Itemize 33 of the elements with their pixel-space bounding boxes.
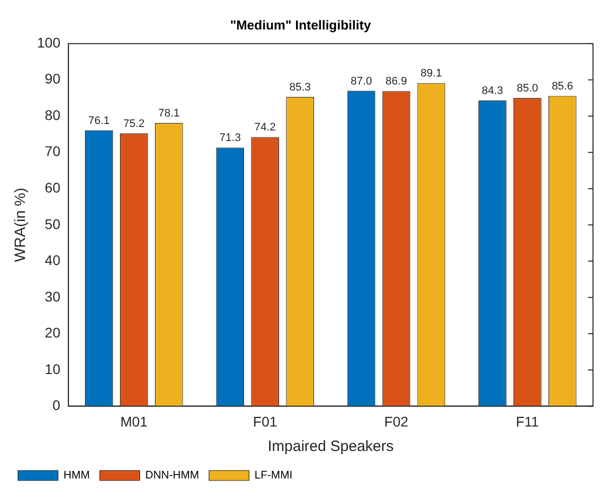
- data-label: 78.1: [158, 108, 180, 120]
- y-tick-label: 100: [37, 34, 61, 50]
- data-label: 76.1: [88, 114, 110, 127]
- y-tick-label: 50: [44, 216, 61, 232]
- x-tick-label: F01: [253, 413, 278, 430]
- legend-label: DNN-HMM: [145, 470, 200, 482]
- y-tick-label: 20: [44, 324, 61, 341]
- x-tick-label: M01: [120, 413, 148, 430]
- y-tick-label: 10: [44, 360, 61, 377]
- data-label: 75.2: [123, 118, 145, 130]
- data-label: 87.0: [350, 75, 372, 88]
- y-tick-label: 30: [44, 288, 61, 304]
- legend-label: LF-MMI: [254, 470, 292, 482]
- data-label: 84.3: [482, 85, 504, 98]
- x-axis-title: Impaired Speakers: [268, 438, 394, 456]
- x-tick-label: F11: [516, 413, 540, 430]
- data-label: 85.0: [516, 82, 538, 95]
- data-label: 89.1: [420, 68, 442, 80]
- legend-label: HMM: [64, 470, 90, 482]
- y-axis-title: WRA(in %): [12, 188, 30, 262]
- data-label: 85.6: [552, 80, 574, 92]
- y-tick-label: 90: [44, 70, 61, 87]
- y-tick-label: 0: [52, 397, 61, 414]
- y-tick-label: 70: [44, 143, 61, 160]
- y-tick-label: 80: [44, 106, 61, 123]
- data-label: 85.3: [289, 81, 311, 94]
- chart-title: "Medium" Intelligibility: [230, 17, 372, 32]
- data-label: 71.3: [219, 132, 241, 144]
- x-tick-label: F02: [384, 413, 409, 430]
- data-label: 74.2: [254, 122, 276, 134]
- y-tick-label: 60: [44, 180, 61, 196]
- y-tick-label: 40: [44, 252, 61, 268]
- data-label: 86.9: [386, 76, 407, 88]
